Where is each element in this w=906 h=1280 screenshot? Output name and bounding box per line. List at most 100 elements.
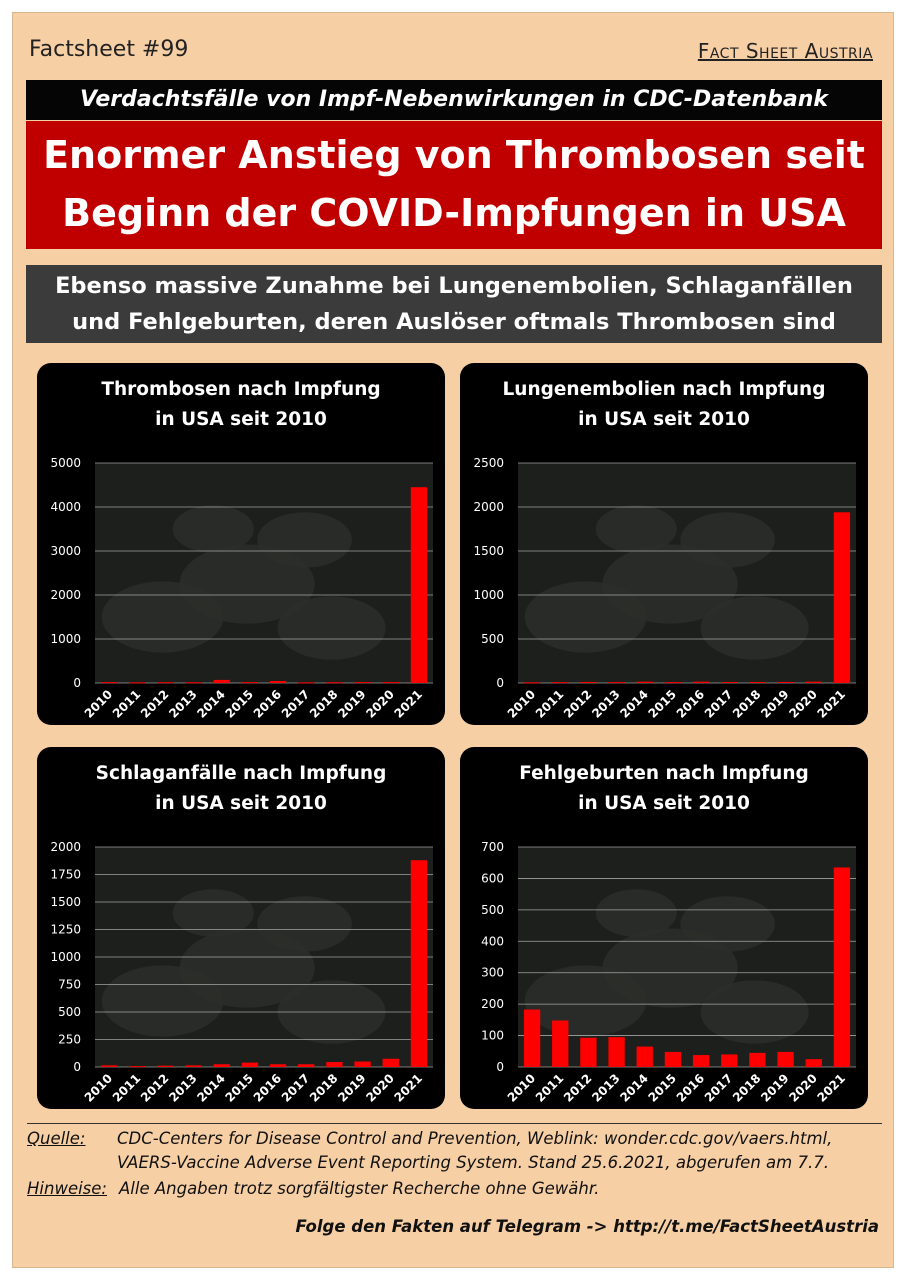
- x-tick-label: 2014: [194, 1071, 228, 1105]
- bar-2015: [664, 1051, 682, 1067]
- x-tick-label: 2020: [363, 687, 397, 721]
- x-tick-label: 2018: [307, 687, 341, 721]
- background-shape: [700, 980, 809, 1044]
- chart-title-line-1: Lungenembolien nach Impfung: [502, 379, 826, 400]
- y-tick-label: 2000: [50, 840, 81, 854]
- bar-2019: [354, 682, 371, 684]
- bar-2014: [636, 681, 653, 683]
- x-tick-label: 2019: [758, 1071, 792, 1105]
- chart-panel-fehlgeburten: 0 100 200 300 400 500 600 700 2010 2011 2012 2013 20…: [460, 747, 868, 1109]
- x-tick-label: 2012: [138, 1071, 172, 1105]
- chart-panel-lungenembolien: 0 500 1000 1500 2000 2500 2010 2011 2012 2013 2014…: [460, 363, 868, 725]
- background-shape: [172, 889, 254, 937]
- y-tick-label: 200: [481, 997, 504, 1011]
- background-shape: [257, 512, 352, 568]
- background-shape: [680, 896, 775, 952]
- headline-line-1: Enormer Anstieg von Thrombosen seit: [43, 133, 865, 177]
- bar-2016: [269, 1064, 287, 1067]
- chart-title: Fehlgeburten nach Impfung in USA seit 20…: [460, 759, 868, 819]
- bar-2018: [326, 1062, 343, 1067]
- x-tick-label: 2018: [307, 1071, 341, 1105]
- x-tick-label: 2012: [561, 1071, 595, 1105]
- chart-title-line-2: in USA seit 2010: [578, 793, 750, 814]
- y-tick-label: 0: [73, 1060, 81, 1074]
- x-tick-label: 2019: [335, 1071, 369, 1105]
- bar-2020: [382, 682, 399, 684]
- y-tick-label: 3000: [50, 544, 81, 558]
- bar-2014: [636, 1046, 653, 1067]
- y-tick-label: 2000: [473, 500, 504, 514]
- y-tick-label: 600: [481, 871, 504, 885]
- x-tick-label: 2010: [82, 1071, 116, 1105]
- y-tick-label: 100: [481, 1029, 504, 1043]
- bar-2011: [129, 1066, 146, 1068]
- x-tick-label: 2012: [138, 687, 172, 721]
- x-tick-label: 2020: [786, 1071, 820, 1105]
- background-shape: [602, 544, 738, 624]
- y-tick-label: 1500: [473, 544, 504, 558]
- x-tick-label: 2014: [194, 687, 228, 721]
- background-shape: [680, 512, 775, 568]
- bar-2013: [608, 682, 625, 684]
- x-tick-label: 2017: [702, 1071, 736, 1105]
- y-tick-label: 500: [58, 1005, 81, 1019]
- bar-2018: [749, 1052, 766, 1067]
- y-tick-label: 1000: [473, 588, 504, 602]
- x-tick-label: 2015: [223, 1071, 257, 1105]
- bar-2013: [185, 682, 202, 684]
- x-tick-label: 2018: [730, 1071, 764, 1105]
- chart-title: Lungenembolien nach Impfung in USA seit …: [460, 375, 868, 435]
- quelle-line-2: VAERS-Vaccine Adverse Event Reporting Sy…: [117, 1153, 829, 1172]
- x-tick-label: 2019: [758, 687, 792, 721]
- bar-2019: [777, 1051, 794, 1067]
- x-tick-label: 2016: [674, 1071, 708, 1105]
- x-tick-label: 2015: [646, 687, 680, 721]
- y-tick-label: 1750: [50, 868, 81, 882]
- bar-2014: [213, 1064, 230, 1067]
- x-tick-label: 2017: [702, 687, 736, 721]
- x-tick-label: 2021: [392, 687, 426, 721]
- bar-2010: [100, 682, 118, 684]
- chart-svg-lungenembolien: 0 500 1000 1500 2000 2500 20102011201220132014…: [473, 456, 856, 721]
- telegram-link[interactable]: Folge den Fakten auf Telegram -> http://…: [295, 1217, 879, 1236]
- quelle-line-1: CDC-Centers for Disease Control and Prev…: [117, 1129, 833, 1148]
- tagline-line-2: und Fehlgeburten, deren Auslöser oftmals…: [72, 309, 836, 335]
- bar-2015: [241, 682, 259, 684]
- x-tick-label: 2013: [166, 687, 200, 721]
- x-tick-label: 2015: [646, 1071, 680, 1105]
- x-tick-label: 2020: [363, 1071, 397, 1105]
- bar-2014: [213, 679, 230, 683]
- bar-2010: [523, 1009, 541, 1067]
- chart-svg-thrombosen: 0100020003000400050002010201120122013201…: [50, 456, 433, 721]
- x-tick-label: 2013: [589, 1071, 623, 1105]
- factsheet-number: Factsheet #99: [29, 37, 189, 62]
- bar-2017: [721, 1054, 738, 1067]
- x-tick-label: 2011: [533, 687, 567, 721]
- background-shape: [179, 544, 315, 624]
- x-tick-label: 2021: [815, 1071, 849, 1105]
- chart-title-line-1: Schlaganfälle nach Impfung: [95, 763, 387, 784]
- quelle-label: Quelle:: [27, 1129, 86, 1148]
- background-shape: [602, 928, 738, 1008]
- headline: Enormer Anstieg von Thrombosen seit Begi…: [26, 121, 882, 249]
- chart-panel-thrombosen: 0 1000 2000 3000 4000 5000 2010 2011 2012 2013 201…: [37, 363, 445, 725]
- x-tick-label: 2011: [110, 687, 144, 721]
- x-tick-label: 2021: [392, 1071, 426, 1105]
- y-tick-label: 1000: [50, 632, 81, 646]
- bar-2021: [833, 867, 851, 1067]
- y-tick-label: 400: [481, 934, 504, 948]
- hinweise-label: Hinweise:: [27, 1179, 107, 1198]
- bar-2020: [805, 681, 822, 683]
- x-tick-label: 2017: [279, 687, 313, 721]
- tagline-line-1: Ebenso massive Zunahme bei Lungenembolie…: [55, 273, 853, 299]
- y-tick-label: 0: [496, 676, 504, 690]
- bar-2021: [410, 860, 428, 1067]
- bar-2012: [580, 1037, 597, 1067]
- brand-title: Fact Sheet Austria: [697, 39, 873, 63]
- background-shape: [595, 889, 677, 937]
- y-tick-label: 700: [481, 840, 504, 854]
- y-tick-label: 500: [481, 632, 504, 646]
- bar-2015: [241, 1062, 259, 1067]
- y-tick-label: 1000: [50, 950, 81, 964]
- y-tick-label: 500: [481, 903, 504, 917]
